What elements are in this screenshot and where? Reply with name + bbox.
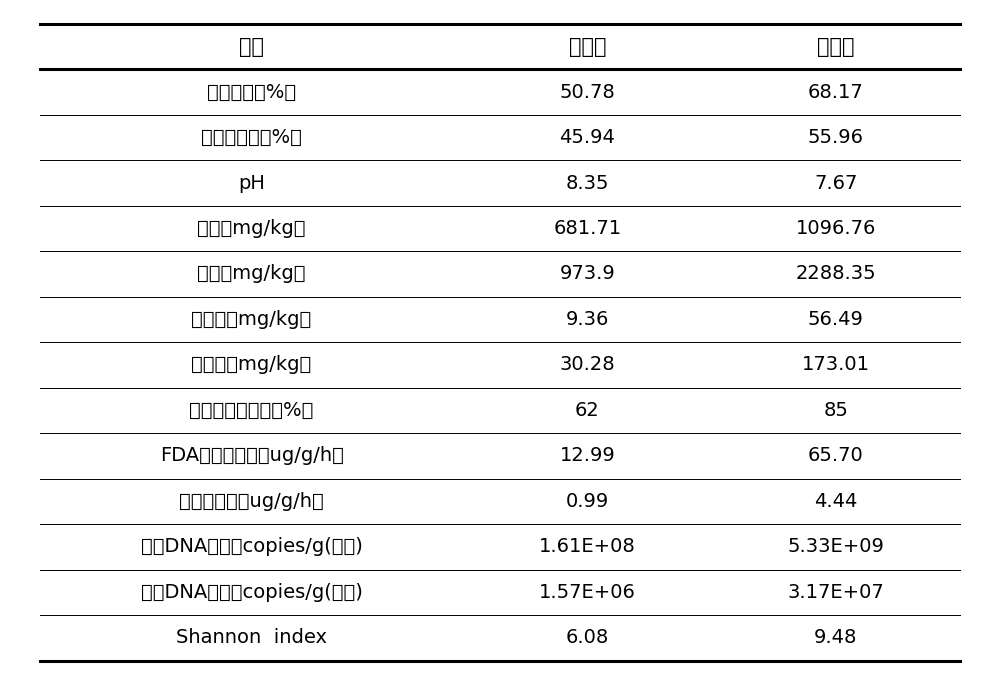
Text: 脱氢酶活性（ug/g/h）: 脱氢酶活性（ug/g/h） (179, 492, 324, 511)
Text: 1.57E+06: 1.57E+06 (539, 583, 636, 602)
Text: 1.61E+08: 1.61E+08 (539, 537, 636, 556)
Text: 5.33E+09: 5.33E+09 (787, 537, 884, 556)
Text: 68.17: 68.17 (808, 82, 864, 101)
Text: 有效磷（mg/kg）: 有效磷（mg/kg） (191, 310, 312, 329)
Text: 8.35: 8.35 (566, 174, 609, 193)
Text: 62: 62 (575, 401, 600, 420)
Text: 30.28: 30.28 (560, 355, 615, 375)
Text: 小麦种子发芽率（%）: 小麦种子发芽率（%） (189, 401, 314, 420)
Text: 1096.76: 1096.76 (796, 219, 876, 238)
Text: 973.9: 973.9 (560, 264, 615, 283)
Text: 有效氮（mg/kg）: 有效氮（mg/kg） (191, 355, 312, 375)
Text: 45.94: 45.94 (559, 128, 615, 147)
Text: 50.78: 50.78 (560, 82, 615, 101)
Text: Shannon  index: Shannon index (176, 629, 327, 648)
Text: 总孔隙度（%）: 总孔隙度（%） (207, 82, 296, 101)
Text: 总磷（mg/kg）: 总磷（mg/kg） (197, 219, 306, 238)
Text: 添加前: 添加前 (569, 37, 606, 57)
Text: 细菌DNA拷贝数copies/g(土壤): 细菌DNA拷贝数copies/g(土壤) (141, 537, 363, 556)
Text: 2288.35: 2288.35 (795, 264, 876, 283)
Text: 173.01: 173.01 (802, 355, 870, 375)
Text: 55.96: 55.96 (808, 128, 864, 147)
Text: 4.44: 4.44 (814, 492, 857, 511)
Text: FDA水解酶活性（ug/g/h）: FDA水解酶活性（ug/g/h） (160, 447, 344, 465)
Text: 0.99: 0.99 (566, 492, 609, 511)
Text: 9.36: 9.36 (566, 310, 609, 329)
Text: 9.48: 9.48 (814, 629, 857, 648)
Text: 56.49: 56.49 (808, 310, 864, 329)
Text: 指标: 指标 (239, 37, 264, 57)
Text: 12.99: 12.99 (560, 447, 615, 465)
Text: 7.67: 7.67 (814, 174, 857, 193)
Text: pH: pH (238, 174, 265, 193)
Text: 总氮（mg/kg）: 总氮（mg/kg） (197, 264, 306, 283)
Text: 3.17E+07: 3.17E+07 (787, 583, 884, 602)
Text: 85: 85 (823, 401, 848, 420)
Text: 真菌DNA拷贝数copies/g(土壤): 真菌DNA拷贝数copies/g(土壤) (141, 583, 363, 602)
Text: 681.71: 681.71 (553, 219, 621, 238)
Text: 饱和持水量（%）: 饱和持水量（%） (201, 128, 302, 147)
Text: 添加后: 添加后 (817, 37, 855, 57)
Text: 6.08: 6.08 (566, 629, 609, 648)
Text: 65.70: 65.70 (808, 447, 864, 465)
